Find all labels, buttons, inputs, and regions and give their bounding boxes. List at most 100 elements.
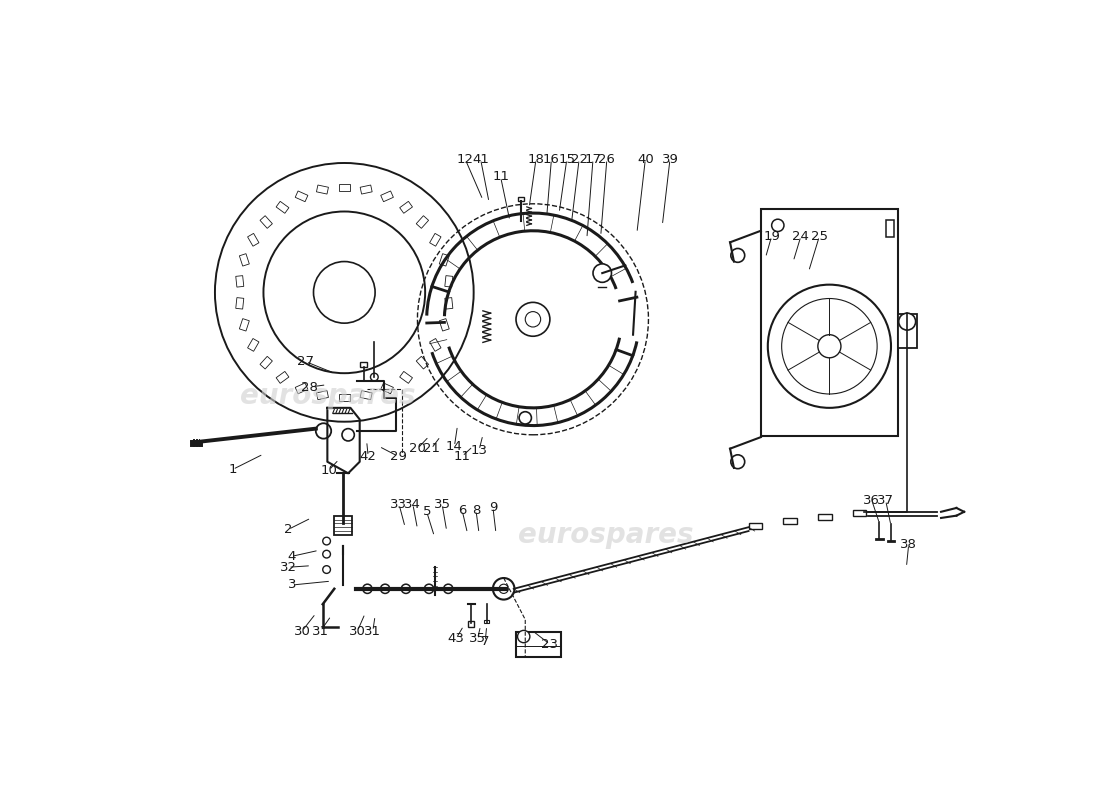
Bar <box>260 356 273 369</box>
Bar <box>360 390 372 400</box>
Circle shape <box>443 584 453 594</box>
Bar <box>818 514 832 520</box>
Text: 31: 31 <box>364 625 382 638</box>
Bar <box>276 202 289 214</box>
Text: 8: 8 <box>472 504 481 517</box>
Bar <box>248 338 258 351</box>
Text: 16: 16 <box>543 153 560 166</box>
Text: 11: 11 <box>453 450 471 463</box>
Text: 19: 19 <box>763 230 780 242</box>
Text: 7: 7 <box>481 634 490 648</box>
Text: 22: 22 <box>571 153 587 166</box>
Bar <box>260 216 273 228</box>
Text: eurospares: eurospares <box>517 521 693 549</box>
Bar <box>235 276 244 287</box>
Bar <box>339 184 350 190</box>
Text: 35: 35 <box>433 498 451 510</box>
Text: 38: 38 <box>900 538 917 550</box>
Bar <box>399 371 412 383</box>
Text: 42: 42 <box>360 450 376 463</box>
Text: 10: 10 <box>320 464 338 477</box>
Text: 31: 31 <box>312 625 329 638</box>
Bar <box>317 390 329 400</box>
Circle shape <box>516 302 550 336</box>
Text: 41: 41 <box>472 153 490 166</box>
Circle shape <box>402 584 410 594</box>
Circle shape <box>593 264 612 282</box>
Text: 33: 33 <box>390 498 407 510</box>
Text: 3: 3 <box>288 578 297 591</box>
Text: 23: 23 <box>541 638 559 650</box>
Bar <box>240 254 250 266</box>
Text: 30: 30 <box>294 625 310 638</box>
Text: 26: 26 <box>598 153 615 166</box>
Bar <box>469 621 474 627</box>
Circle shape <box>381 584 389 594</box>
Bar <box>852 510 867 517</box>
Bar <box>317 185 329 194</box>
Text: 28: 28 <box>301 381 318 394</box>
Bar <box>439 254 449 266</box>
Bar <box>430 338 441 351</box>
Text: 34: 34 <box>405 498 421 510</box>
Text: 14: 14 <box>446 440 463 453</box>
Text: eurospares: eurospares <box>241 382 416 410</box>
Text: 43: 43 <box>448 632 464 646</box>
Bar <box>360 362 367 367</box>
Text: 15: 15 <box>559 153 575 166</box>
Text: 17: 17 <box>584 153 602 166</box>
Text: 29: 29 <box>389 450 407 463</box>
Text: 18: 18 <box>528 153 544 166</box>
Text: 20: 20 <box>409 442 426 455</box>
Circle shape <box>772 219 784 231</box>
Bar <box>887 220 894 237</box>
Bar <box>333 516 352 535</box>
Text: 5: 5 <box>422 506 431 518</box>
Circle shape <box>818 334 840 358</box>
Circle shape <box>519 412 531 424</box>
Text: 37: 37 <box>877 494 894 506</box>
Circle shape <box>322 550 330 558</box>
Text: 4: 4 <box>287 550 296 563</box>
Bar <box>516 632 561 657</box>
Text: 13: 13 <box>471 444 487 457</box>
Bar <box>430 234 441 246</box>
Circle shape <box>371 373 378 381</box>
Bar <box>235 298 244 309</box>
Bar <box>484 619 490 623</box>
Bar <box>518 197 525 202</box>
Circle shape <box>518 630 530 642</box>
Bar <box>295 383 308 394</box>
Bar <box>295 191 308 202</box>
Text: 35: 35 <box>469 632 486 646</box>
Bar <box>416 356 429 369</box>
Circle shape <box>316 423 331 438</box>
Circle shape <box>322 538 330 545</box>
Circle shape <box>363 584 372 594</box>
Circle shape <box>342 429 354 441</box>
Text: 9: 9 <box>488 501 497 514</box>
Text: 11: 11 <box>492 170 509 183</box>
Circle shape <box>730 455 745 469</box>
Text: 6: 6 <box>458 504 466 517</box>
Text: 12: 12 <box>456 153 474 166</box>
Bar <box>439 318 449 331</box>
Bar <box>248 234 258 246</box>
Bar <box>783 518 798 524</box>
Bar <box>360 185 372 194</box>
Text: 2: 2 <box>284 523 293 536</box>
Text: 24: 24 <box>792 230 810 242</box>
Bar <box>381 383 394 394</box>
Circle shape <box>730 249 745 262</box>
Text: 39: 39 <box>661 153 679 166</box>
Text: 21: 21 <box>422 442 440 455</box>
Text: 32: 32 <box>279 561 297 574</box>
Text: 1: 1 <box>229 463 236 476</box>
Circle shape <box>899 313 915 330</box>
Text: 30: 30 <box>349 625 366 638</box>
Text: 40: 40 <box>637 153 653 166</box>
Circle shape <box>493 578 515 599</box>
Bar <box>444 298 453 309</box>
Text: 25: 25 <box>811 230 828 242</box>
Bar <box>381 191 394 202</box>
